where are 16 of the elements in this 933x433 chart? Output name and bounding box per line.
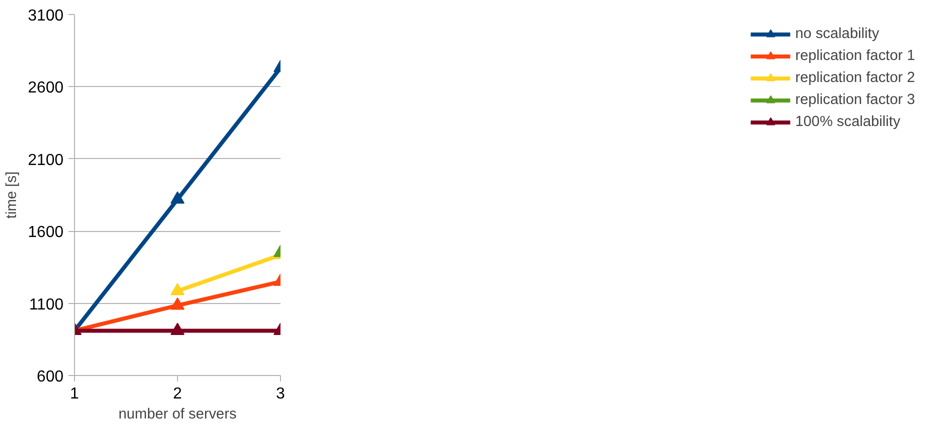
y-tick-label: 3100 [28,8,64,24]
y-tick-label: 1100 [29,296,64,314]
legend-label: no scalability [795,26,880,42]
y-tick-label: 2100 [28,152,64,169]
x-tick-label: 3 [276,386,286,402]
y-tick-label: 2600 [28,80,64,97]
y-tick-label: 600 [36,368,64,386]
x-tick-label: 2 [173,386,182,402]
y-axis-title: time [s] [4,171,20,219]
y-tick-label: 1600 [28,224,64,242]
x-axis-title: number of servers [118,406,237,422]
legend-label: 100% scalability [795,114,900,130]
legend-label: replication factor 1 [795,48,915,64]
legend-label: replication factor 3 [795,92,915,108]
legend-label: replication factor 2 [795,70,915,86]
x-tick-label: 1 [70,386,80,402]
